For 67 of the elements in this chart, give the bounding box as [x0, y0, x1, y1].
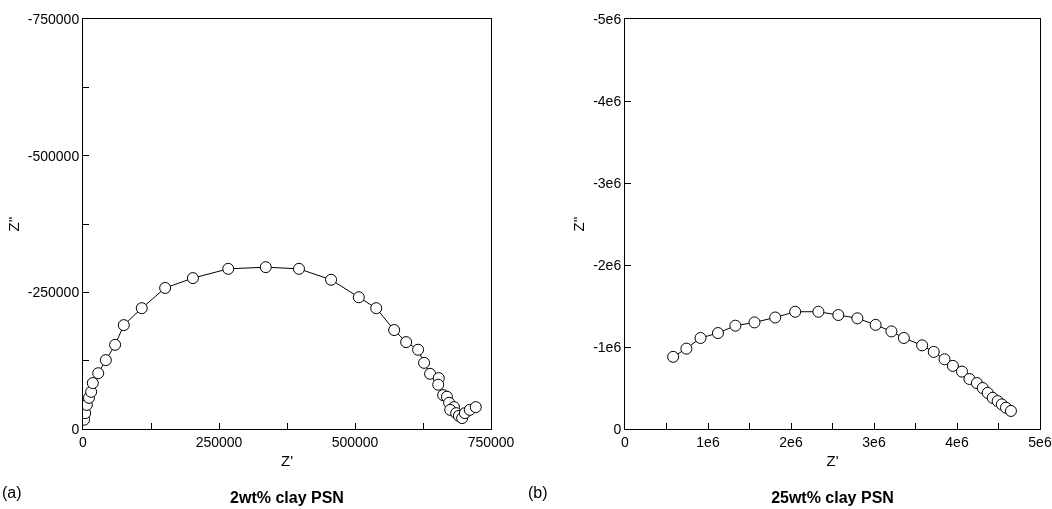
- text: (b): [528, 484, 548, 501]
- point: [469, 401, 482, 414]
- y-tick-label: -500000: [27, 147, 80, 164]
- y-axis-title: Z'': [570, 216, 588, 232]
- y-tick-label: -4e6: [593, 92, 622, 109]
- y-axis-title: Z'': [5, 216, 23, 232]
- point: [1004, 404, 1017, 417]
- text: 2wt% clay PSN: [230, 488, 344, 506]
- point: [769, 311, 782, 324]
- point: [832, 309, 845, 322]
- x-axis-title: Z': [826, 451, 839, 469]
- y-tick-label: -750000: [27, 10, 80, 27]
- x-tick-label: 5e6: [1028, 433, 1052, 450]
- point: [789, 305, 802, 318]
- y-tick-label: 0: [71, 420, 80, 437]
- x-tick-label: 4e6: [945, 433, 969, 450]
- point: [370, 302, 383, 315]
- x-tick-label: 3e6: [862, 433, 886, 450]
- point: [418, 356, 431, 369]
- point: [92, 367, 105, 380]
- point: [424, 367, 437, 380]
- point: [352, 291, 365, 304]
- x-tick-label: 250000: [195, 433, 243, 450]
- point: [667, 350, 680, 363]
- y-tick-label: 0: [613, 420, 622, 437]
- point: [927, 345, 940, 358]
- text: 25wt% clay PSN: [771, 488, 894, 506]
- point: [680, 342, 693, 355]
- point: [259, 261, 272, 274]
- point: [955, 365, 968, 378]
- point: [869, 318, 882, 331]
- y-tick-label: -5e6: [593, 10, 622, 27]
- point: [729, 319, 742, 332]
- point: [412, 343, 425, 356]
- point: [99, 354, 112, 367]
- point: [694, 331, 707, 344]
- point: [86, 377, 99, 390]
- point: [812, 305, 825, 318]
- point: [432, 378, 445, 391]
- x-tick-label: 1e6: [696, 433, 720, 450]
- point: [938, 353, 951, 366]
- point: [946, 359, 959, 372]
- text: (a): [2, 484, 22, 501]
- point: [135, 302, 148, 315]
- point: [916, 339, 929, 352]
- point: [897, 331, 910, 344]
- point: [159, 281, 172, 294]
- point: [325, 273, 338, 286]
- point: [222, 262, 235, 275]
- point: [748, 316, 761, 329]
- x-tick-label: 2e6: [779, 433, 803, 450]
- x-tick-label: 750000: [467, 433, 515, 450]
- point: [711, 327, 724, 340]
- point: [292, 262, 305, 275]
- point: [885, 325, 898, 338]
- point: [400, 336, 413, 349]
- point: [117, 319, 130, 332]
- point: [186, 272, 199, 285]
- y-tick-label: -3e6: [593, 174, 622, 191]
- point: [388, 324, 401, 337]
- y-tick-label: -250000: [27, 284, 80, 301]
- x-axis-title: Z': [280, 451, 294, 469]
- y-tick-label: -1e6: [593, 338, 622, 355]
- x-tick-label: 500000: [331, 433, 379, 450]
- point: [109, 338, 122, 351]
- point: [851, 312, 864, 325]
- y-tick-label: -2e6: [593, 256, 622, 273]
